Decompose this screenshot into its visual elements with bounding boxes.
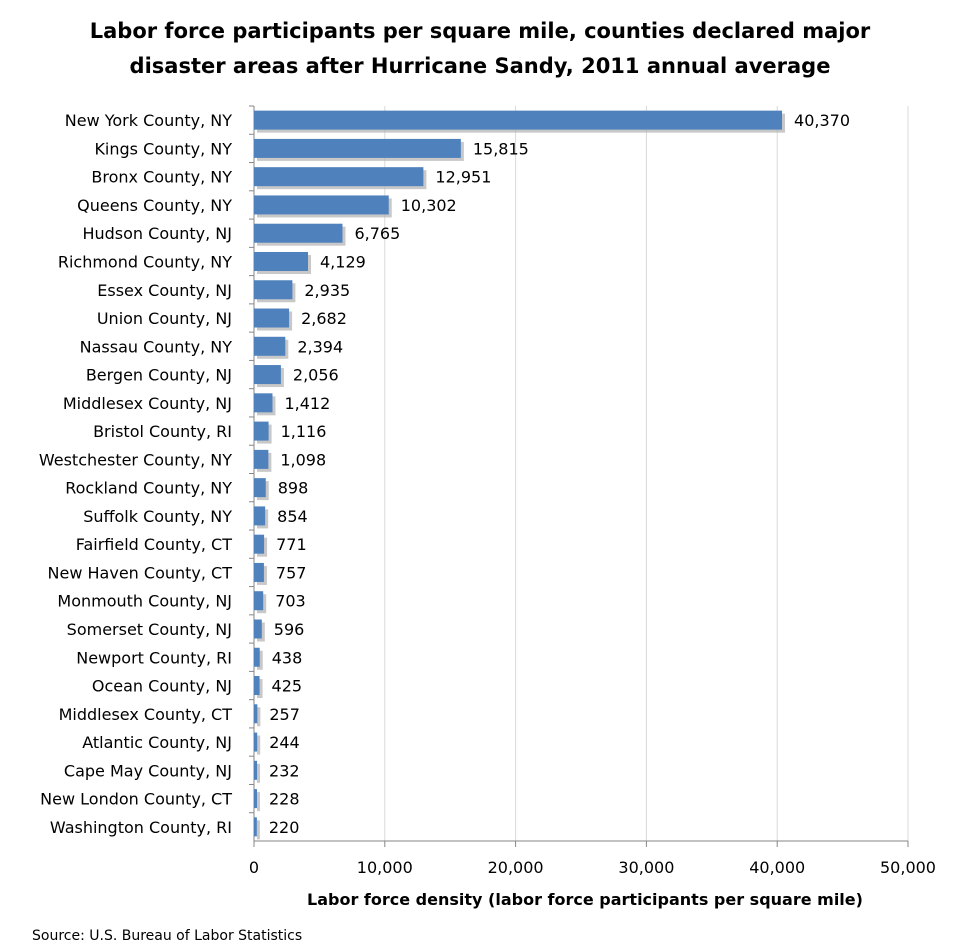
data-label: 757 [276, 563, 307, 582]
chart-title-line-2: disaster areas after Hurricane Sandy, 20… [129, 54, 831, 78]
bar [254, 619, 262, 639]
data-label: 898 [278, 479, 309, 498]
bar [254, 534, 265, 554]
bar [254, 280, 293, 300]
data-label: 10,302 [401, 196, 457, 215]
bar [254, 167, 424, 187]
bar [254, 365, 281, 385]
x-tick-label: 10,000 [357, 858, 413, 877]
bar [254, 647, 260, 667]
data-label: 596 [274, 620, 305, 639]
data-label: 244 [269, 733, 300, 752]
data-label: 4,129 [320, 252, 366, 271]
bar [254, 591, 264, 611]
category-label: Suffolk County, NY [83, 507, 232, 526]
data-label: 854 [277, 507, 308, 526]
data-label: 1,098 [280, 450, 326, 469]
bar [254, 251, 309, 271]
x-tick-label: 30,000 [618, 858, 674, 877]
bar-shadow [257, 820, 260, 840]
category-label: Hudson County, NJ [82, 224, 232, 243]
bar-shadow [257, 763, 261, 783]
bar-shadow [257, 735, 261, 755]
bar [254, 789, 257, 809]
bar [254, 138, 461, 158]
data-label: 1,116 [281, 422, 327, 441]
source-note: Source: U.S. Bureau of Labor Statistics [32, 928, 303, 944]
category-label: New London County, CT [40, 790, 232, 809]
category-label: Middlesex County, CT [59, 705, 233, 724]
data-label: 2,682 [301, 309, 347, 328]
category-label: Westchester County, NY [39, 450, 232, 469]
x-tick-label: 40,000 [749, 858, 805, 877]
category-label: Monmouth County, NJ [57, 592, 232, 611]
data-label: 228 [269, 790, 300, 809]
data-label: 232 [269, 761, 300, 780]
category-label: Union County, NJ [97, 309, 232, 328]
x-axis-label: Labor force density (labor force partici… [307, 890, 863, 909]
bar [254, 195, 389, 215]
bar [254, 817, 257, 837]
bar [254, 732, 258, 752]
category-label: Bronx County, NY [91, 168, 232, 187]
category-label: Cape May County, NJ [64, 761, 232, 780]
data-label: 703 [275, 592, 306, 611]
data-label: 12,951 [435, 168, 491, 187]
category-label: Atlantic County, NJ [82, 733, 232, 752]
category-label: Nassau County, NY [80, 337, 233, 356]
bar-shadow [257, 650, 263, 670]
category-label: Bergen County, NJ [86, 366, 232, 385]
x-tick-label: 50,000 [880, 858, 936, 877]
chart-title: Labor force participants per square mile… [0, 14, 960, 84]
data-label: 2,935 [304, 281, 350, 300]
x-tick-label: 0 [249, 858, 259, 877]
bar [254, 223, 343, 243]
data-label: 15,815 [473, 139, 529, 158]
category-label: Fairfield County, CT [76, 535, 233, 554]
data-label: 425 [272, 677, 303, 696]
bar [254, 676, 260, 696]
category-label: New Haven County, CT [48, 563, 233, 582]
category-label: Rockland County, NY [65, 479, 232, 498]
data-label: 438 [272, 648, 303, 667]
bar [254, 393, 273, 413]
category-label: Queens County, NY [77, 196, 232, 215]
bar-shadow [257, 679, 263, 699]
data-label: 6,765 [354, 224, 400, 243]
bar [254, 704, 258, 724]
category-label: Richmond County, NY [58, 252, 232, 271]
category-label: Somerset County, NJ [67, 620, 232, 639]
data-label: 2,056 [293, 366, 339, 385]
bar-shadow [257, 707, 261, 727]
bar [254, 308, 290, 328]
data-label: 771 [276, 535, 307, 554]
bar [254, 506, 266, 526]
bar-shadow [257, 792, 260, 812]
chart-title-line-1: Labor force participants per square mile… [89, 19, 871, 43]
bar [254, 421, 269, 441]
category-label: New York County, NY [65, 111, 232, 130]
x-tick-label: 20,000 [488, 858, 544, 877]
data-label: 220 [269, 818, 300, 837]
category-label: Bristol County, RI [93, 422, 232, 441]
data-label: 40,370 [794, 111, 850, 130]
category-label: Ocean County, NJ [92, 677, 232, 696]
data-label: 257 [269, 705, 300, 724]
bar [254, 478, 266, 498]
bar [254, 449, 269, 469]
bar [254, 760, 258, 780]
category-label: Essex County, NJ [97, 281, 232, 300]
data-label: 2,394 [297, 337, 343, 356]
category-label: Newport County, RI [76, 648, 232, 667]
bar [254, 110, 783, 130]
category-label: Middlesex County, NJ [63, 394, 232, 413]
data-label: 1,412 [284, 394, 330, 413]
bar [254, 562, 264, 582]
bar [254, 336, 286, 356]
category-label: Kings County, NY [94, 139, 232, 158]
category-label: Washington County, RI [50, 818, 232, 837]
